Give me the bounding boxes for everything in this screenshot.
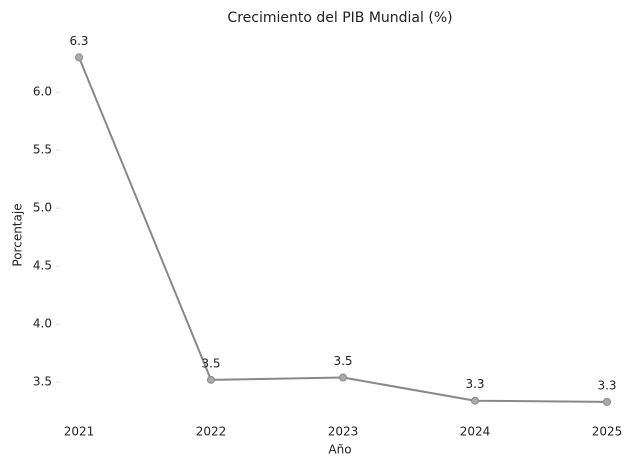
y-tick-label: 5.0 — [33, 201, 52, 215]
data-label: 3.3 — [465, 377, 484, 391]
chart-title: Crecimiento del PIB Mundial (%) — [227, 10, 452, 26]
data-label: 6.3 — [69, 34, 88, 48]
point — [339, 373, 347, 382]
y-tick-label: 5.5 — [33, 143, 52, 157]
data-label: 3.3 — [597, 378, 616, 392]
y-axis-label: Porcentaje — [11, 203, 25, 266]
point — [75, 53, 83, 62]
y-tick-label: 6.0 — [33, 85, 52, 99]
point — [471, 396, 479, 405]
x-tick-label: 2021 — [64, 425, 95, 439]
y-tick-label: 3.5 — [33, 375, 52, 389]
y-tick-label: 4.5 — [33, 259, 52, 273]
x-tick-label: 2024 — [460, 425, 491, 439]
x-axis-label: Año — [328, 443, 351, 457]
point — [207, 375, 215, 384]
data-label: 3.5 — [201, 356, 220, 370]
y-tick-label: 4.0 — [33, 317, 52, 331]
data-label: 3.5 — [333, 354, 352, 368]
point — [603, 397, 611, 406]
x-tick-label: 2022 — [196, 425, 227, 439]
x-tick-label: 2025 — [592, 425, 623, 439]
line — [78, 57, 608, 403]
x-tick-label: 2023 — [328, 425, 359, 439]
